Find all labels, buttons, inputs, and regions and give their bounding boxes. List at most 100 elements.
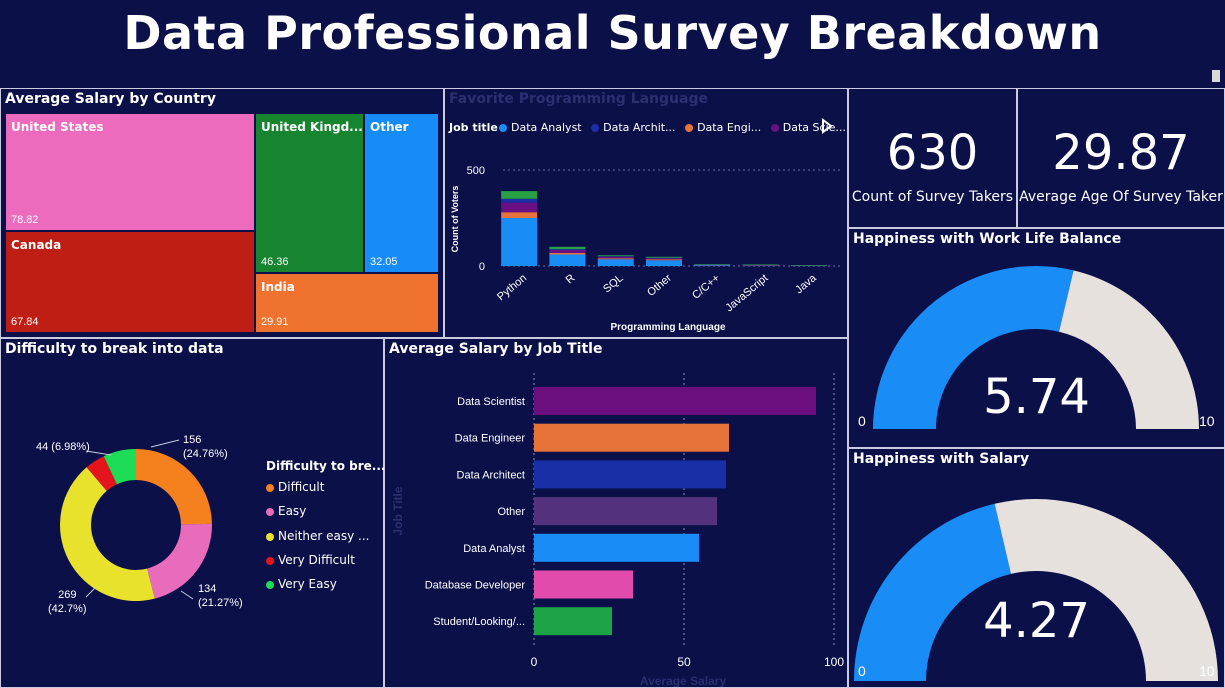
leader-line (85, 586, 97, 598)
gauge-work-life-max: 10 (1199, 413, 1215, 429)
legend-swatch (266, 580, 274, 589)
label-difficult: 156 (24.76%) (183, 433, 228, 461)
gauge-work-life-title: Happiness with Work Life Balance (853, 231, 1122, 247)
legend-label: Easy (278, 504, 307, 518)
chevron-right-icon[interactable] (821, 118, 833, 139)
label-neither: 269 (42.7%) (48, 588, 87, 616)
treemap-title: Average Salary by Country (5, 91, 216, 107)
y-tick-label: Data Engineer (455, 433, 526, 445)
y-tick-label: 0 (479, 261, 485, 273)
legend-swatch (499, 124, 507, 132)
legend-swatch (685, 124, 694, 132)
bar-segment[interactable] (694, 264, 731, 265)
label-difficult-pct: (24.76%) (183, 448, 228, 460)
gauge-salary-min: 0 (858, 663, 866, 679)
bar-segment[interactable] (549, 249, 586, 251)
bar-segment[interactable] (549, 250, 586, 253)
x-tick-label: 0 (531, 655, 538, 669)
legend-swatch (266, 507, 274, 516)
bar-segment[interactable] (501, 191, 538, 199)
gauge-work-life-min: 0 (858, 413, 866, 429)
y-tick-label: Database Developer (425, 580, 526, 592)
bar-segment[interactable] (501, 198, 538, 203)
treemap-panel: Average Salary by Country United States … (0, 88, 444, 338)
donut-slice[interactable] (86, 456, 117, 491)
dashboard-title: Data Professional Survey Breakdown (123, 6, 1102, 60)
y-tick-label: Data Analyst (463, 543, 525, 555)
donut-slice[interactable] (147, 523, 212, 599)
bar-segment[interactable] (646, 256, 682, 258)
bar-segment[interactable] (549, 252, 586, 255)
treemap-tile-united-states[interactable]: United States 78.82 (5, 113, 255, 231)
legend-swatch (266, 532, 274, 541)
legend-item-easy[interactable]: Easy (266, 504, 306, 518)
bar-segment[interactable] (597, 258, 634, 260)
treemap-tile-canada[interactable]: Canada 67.84 (5, 231, 255, 333)
bar-segment[interactable] (501, 202, 538, 213)
leader-line (150, 439, 180, 448)
treemap-tile-india[interactable]: India 29.91 (255, 273, 439, 333)
treemap-tile-other[interactable]: Other 32.05 (364, 113, 439, 273)
label-easy: 134 (21.27%) (198, 582, 243, 610)
bar[interactable] (534, 607, 612, 636)
bar[interactable] (534, 497, 717, 526)
legend-item-data-analyst[interactable]: Data Analyst (499, 121, 582, 134)
bar[interactable] (534, 423, 729, 452)
bar[interactable] (534, 570, 633, 599)
legend-swatch (266, 483, 274, 492)
legend-item-very-difficult[interactable]: Very Difficult (266, 553, 355, 567)
legend-item-neither[interactable]: Neither easy ... (266, 529, 369, 543)
bar-segment[interactable] (597, 255, 634, 257)
bar[interactable] (534, 387, 816, 415)
bar[interactable] (534, 533, 699, 562)
bar-segment[interactable] (549, 246, 586, 250)
bar-segment[interactable] (646, 257, 682, 259)
bar-segment[interactable] (646, 258, 682, 260)
tile-value: 32.05 (370, 256, 398, 268)
gauge-salary-value: 4.27 (983, 593, 1090, 649)
legend-label: Data Analyst (511, 121, 582, 134)
tile-name: India (261, 280, 295, 294)
bar-segment[interactable] (646, 259, 682, 261)
x-tick-label: SQL (601, 272, 626, 295)
legend-item-very-easy[interactable]: Very Easy (266, 577, 337, 591)
gauge-track (1059, 270, 1199, 429)
bar-segment[interactable] (501, 218, 538, 266)
legend-item-difficult[interactable]: Difficult (266, 480, 324, 494)
bar-segment[interactable] (597, 256, 634, 257)
donut-slice[interactable] (103, 449, 136, 485)
x-axis-label: Average Salary (640, 674, 727, 687)
legend-label: Very Easy (278, 577, 337, 591)
bar-segment[interactable] (597, 256, 634, 259)
bar-segment[interactable] (501, 212, 538, 218)
y-tick-label: Data Scientist (457, 396, 525, 408)
bar-segment[interactable] (742, 264, 779, 266)
legend-item-data-engineer[interactable]: Data Engi... (685, 121, 761, 134)
gauge-salary-title: Happiness with Salary (853, 451, 1030, 467)
bar-segment[interactable] (694, 265, 731, 266)
bar-segment[interactable] (694, 264, 731, 266)
bar[interactable] (534, 460, 726, 489)
x-tick-label: 50 (677, 655, 691, 669)
legend-item-data-architect[interactable]: Data Archit... (591, 121, 676, 134)
title-banner: Data Professional Survey Breakdown (0, 0, 1225, 86)
gauge-salary-max: 10 (1199, 663, 1215, 679)
x-tick-label: Java (793, 272, 819, 297)
bar-segment[interactable] (790, 265, 827, 266)
y-tick-label: Student/Looking/... (433, 616, 525, 628)
legend-label: Data Engi... (697, 121, 762, 134)
bar-segment[interactable] (646, 260, 682, 266)
language-legend: Data Analyst Data Archit... Data Engi...… (499, 121, 846, 134)
bar-segment[interactable] (549, 254, 586, 266)
legend-swatch (770, 124, 779, 132)
difficulty-panel: Difficulty to break into data 156 (24.76… (0, 338, 385, 688)
gauge-work-life (873, 265, 1199, 429)
scrollbar-thumb[interactable] (1212, 70, 1220, 82)
bar-segment[interactable] (597, 259, 634, 266)
bar-segment[interactable] (742, 264, 779, 266)
donut-slice[interactable] (136, 449, 212, 525)
treemap-tile-united-kingdom[interactable]: United Kingd... 46.36 (255, 113, 364, 273)
label-very-easy: 44 (6.98%) (36, 441, 90, 453)
donut-slice[interactable] (60, 467, 155, 601)
x-tick-label: C/C++ (690, 272, 722, 302)
